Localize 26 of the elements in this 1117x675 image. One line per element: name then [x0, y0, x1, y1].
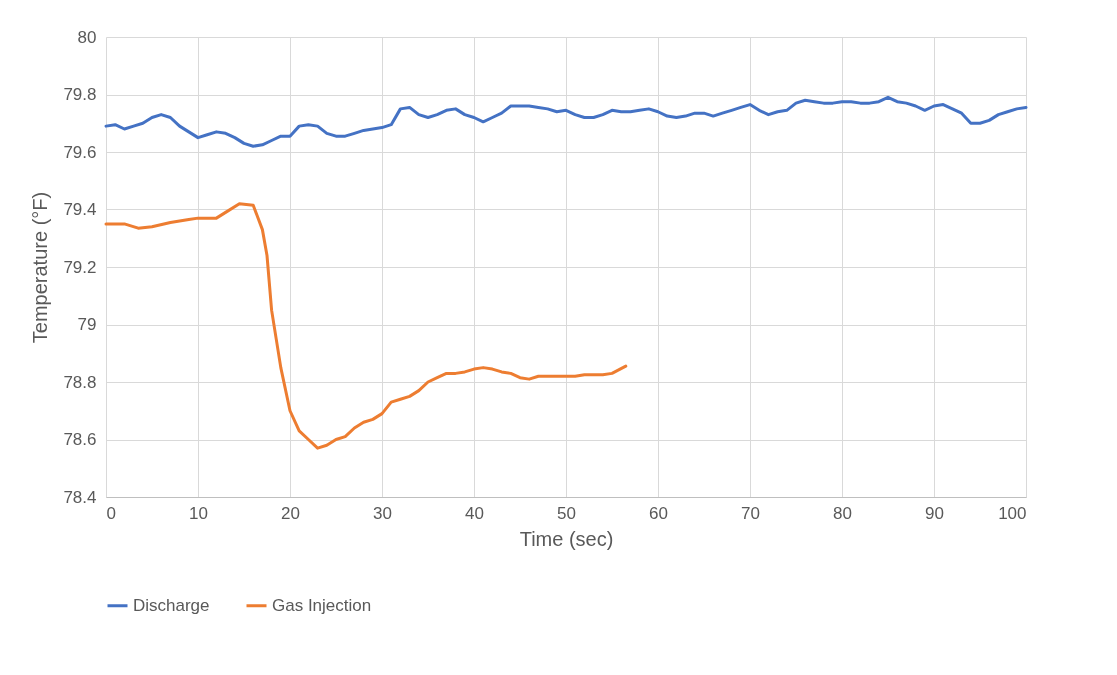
x-tick-label: 90 [925, 503, 944, 523]
x-tick-label: 50 [557, 503, 576, 523]
y-tick-label: 79 [77, 315, 97, 334]
x-tick-label: 30 [373, 503, 392, 523]
x-tick-label: 20 [281, 503, 300, 523]
y-tick-label: 78.8 [63, 372, 97, 392]
line-series [104, 202, 628, 450]
x-tick-label: 70 [741, 503, 760, 523]
x-tick-label: 100 [998, 503, 1027, 523]
y-tick-label: 79.8 [63, 85, 97, 104]
legend-label: Discharge [133, 595, 210, 615]
legend-label: Gas Injection [272, 595, 372, 615]
y-tick-label: 78.4 [63, 487, 97, 507]
x-tick-label: 40 [465, 503, 484, 523]
y-tick-label: 78.6 [63, 430, 97, 449]
x-axis-title: Time (sec) [519, 527, 614, 550]
x-tick-label: 10 [189, 503, 208, 523]
line-series [104, 95, 1028, 148]
y-axis-title: Temperature (°F) [29, 191, 52, 344]
x-tick-label: 80 [833, 503, 852, 523]
y-tick-label: 79.6 [63, 142, 97, 162]
y-tick-label: 80 [77, 27, 97, 47]
x-tick-label: 60 [649, 503, 668, 523]
y-tick-label: 79.2 [63, 257, 97, 277]
x-tick-label: 0 [106, 503, 116, 523]
y-tick-label: 79.4 [63, 200, 97, 219]
